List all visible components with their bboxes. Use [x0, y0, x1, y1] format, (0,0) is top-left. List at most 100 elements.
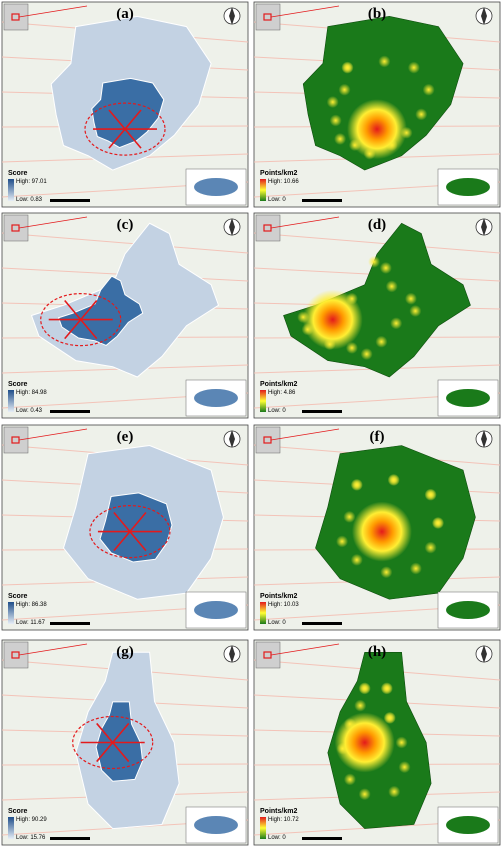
north-arrow-needle: [229, 645, 235, 663]
panel-label: (h): [368, 644, 386, 660]
legend-ramp: [260, 179, 266, 201]
locator-inset: [3, 641, 29, 669]
hotspot: [380, 566, 393, 579]
flow-arrow: [112, 741, 130, 763]
north-arrow-needle: [481, 645, 487, 663]
hotspot: [380, 682, 393, 695]
locator-line: [270, 428, 340, 441]
flow-arrow: [96, 722, 114, 744]
hotspot: [383, 711, 396, 724]
flow-arrow: [124, 128, 142, 149]
hotspot: [398, 761, 411, 774]
legend-high: High: 97.01: [16, 179, 47, 185]
legend-low: Low: 0: [268, 835, 286, 841]
scale-bar: [50, 622, 90, 625]
road: [1, 232, 249, 254]
hotspot: [432, 516, 445, 529]
core-boundary: [89, 504, 171, 559]
hotspot: [350, 553, 363, 566]
flow-arrow: [113, 531, 131, 552]
legend-low: Low: 0: [268, 408, 286, 414]
hotspot-core: [302, 289, 363, 350]
legend-high: High: 84.98: [16, 390, 47, 396]
legend-high: High: 4.86: [268, 390, 296, 396]
flow-arrow: [108, 109, 126, 130]
hotspot: [368, 255, 381, 268]
map-panel: (g) Score High: 90.29 Low: 15.76: [1, 639, 249, 846]
scale-bar: [302, 410, 342, 413]
legend-low: Low: 15.76: [16, 835, 46, 841]
core-region: [91, 77, 165, 149]
hotspot: [379, 261, 392, 274]
north-arrow-needle: [229, 7, 235, 25]
overview-shape: [194, 389, 238, 407]
hotspot: [345, 341, 358, 354]
hotspot: [334, 132, 347, 145]
locator-line: [270, 643, 340, 656]
legend-low: Low: 0.43: [16, 408, 43, 414]
flow-arrow: [64, 300, 82, 321]
panel-label: (g): [116, 644, 134, 660]
map-panel: (h) Points/km2 High: 10.72 Low: 0: [253, 639, 501, 846]
hotspot: [407, 61, 420, 74]
hotspot: [375, 335, 388, 348]
hotspot: [387, 473, 400, 486]
hotspot: [378, 55, 391, 68]
locator-inset: [3, 3, 29, 31]
north-arrow-needle: [481, 218, 487, 236]
legend-high: High: 90.29: [16, 817, 47, 823]
hotspot: [358, 682, 371, 695]
legend-title: Points/km2: [260, 170, 297, 177]
hotspot: [415, 108, 428, 121]
north-arrow-needle: [229, 430, 235, 448]
locator-line: [270, 216, 340, 229]
map-panel: (b) Points/km2 High: 10.66 Low: 0: [253, 1, 501, 208]
region: [302, 16, 464, 171]
scale-bar: [302, 199, 342, 202]
legend-low: Low: 0: [268, 620, 286, 626]
legend-high: High: 10.03: [268, 602, 299, 608]
locator-inset: [3, 426, 29, 454]
core-region: [99, 492, 173, 563]
legend-title: Score: [8, 170, 28, 177]
hotspot: [350, 478, 363, 491]
locator-inset: [3, 214, 29, 242]
hotspot: [404, 292, 417, 305]
overview-shape: [446, 389, 490, 407]
legend-low: Low: 0: [268, 197, 286, 203]
panel-label: (a): [116, 6, 134, 22]
locator-inset: [255, 641, 281, 669]
overview-shape: [446, 601, 490, 619]
overview-shape: [194, 178, 238, 196]
hotspot: [409, 562, 422, 575]
hotspot: [409, 304, 422, 317]
scale-bar: [50, 199, 90, 202]
hotspot-core: [334, 712, 395, 773]
panel-label: (c): [117, 217, 134, 233]
legend-title: Score: [8, 808, 28, 815]
scale-bar: [50, 837, 90, 840]
road: [253, 232, 501, 254]
flow-arrow: [112, 722, 130, 744]
flow-arrow: [80, 300, 98, 321]
hotspot: [424, 488, 437, 501]
overview-shape: [446, 816, 490, 834]
legend-ramp: [260, 390, 266, 412]
core-boundary: [40, 292, 122, 347]
legend-ramp: [8, 817, 14, 839]
map-panel: (e) Score High: 86.38 Low: 11.67: [1, 424, 249, 631]
legend-high: High: 10.72: [268, 817, 299, 823]
scale-bar: [302, 837, 342, 840]
hotspot: [343, 510, 356, 523]
north-arrow-needle: [229, 218, 235, 236]
flow-arrow: [124, 109, 142, 130]
core-region: [57, 275, 144, 347]
hotspot-core: [347, 99, 407, 160]
flow-arrow: [129, 531, 147, 552]
flow-arrow: [113, 512, 131, 533]
flow-arrow: [129, 512, 147, 533]
north-arrow-needle: [481, 7, 487, 25]
locator-line: [18, 216, 88, 229]
legend-title: Score: [8, 381, 28, 388]
panel-label: (d): [368, 217, 386, 233]
